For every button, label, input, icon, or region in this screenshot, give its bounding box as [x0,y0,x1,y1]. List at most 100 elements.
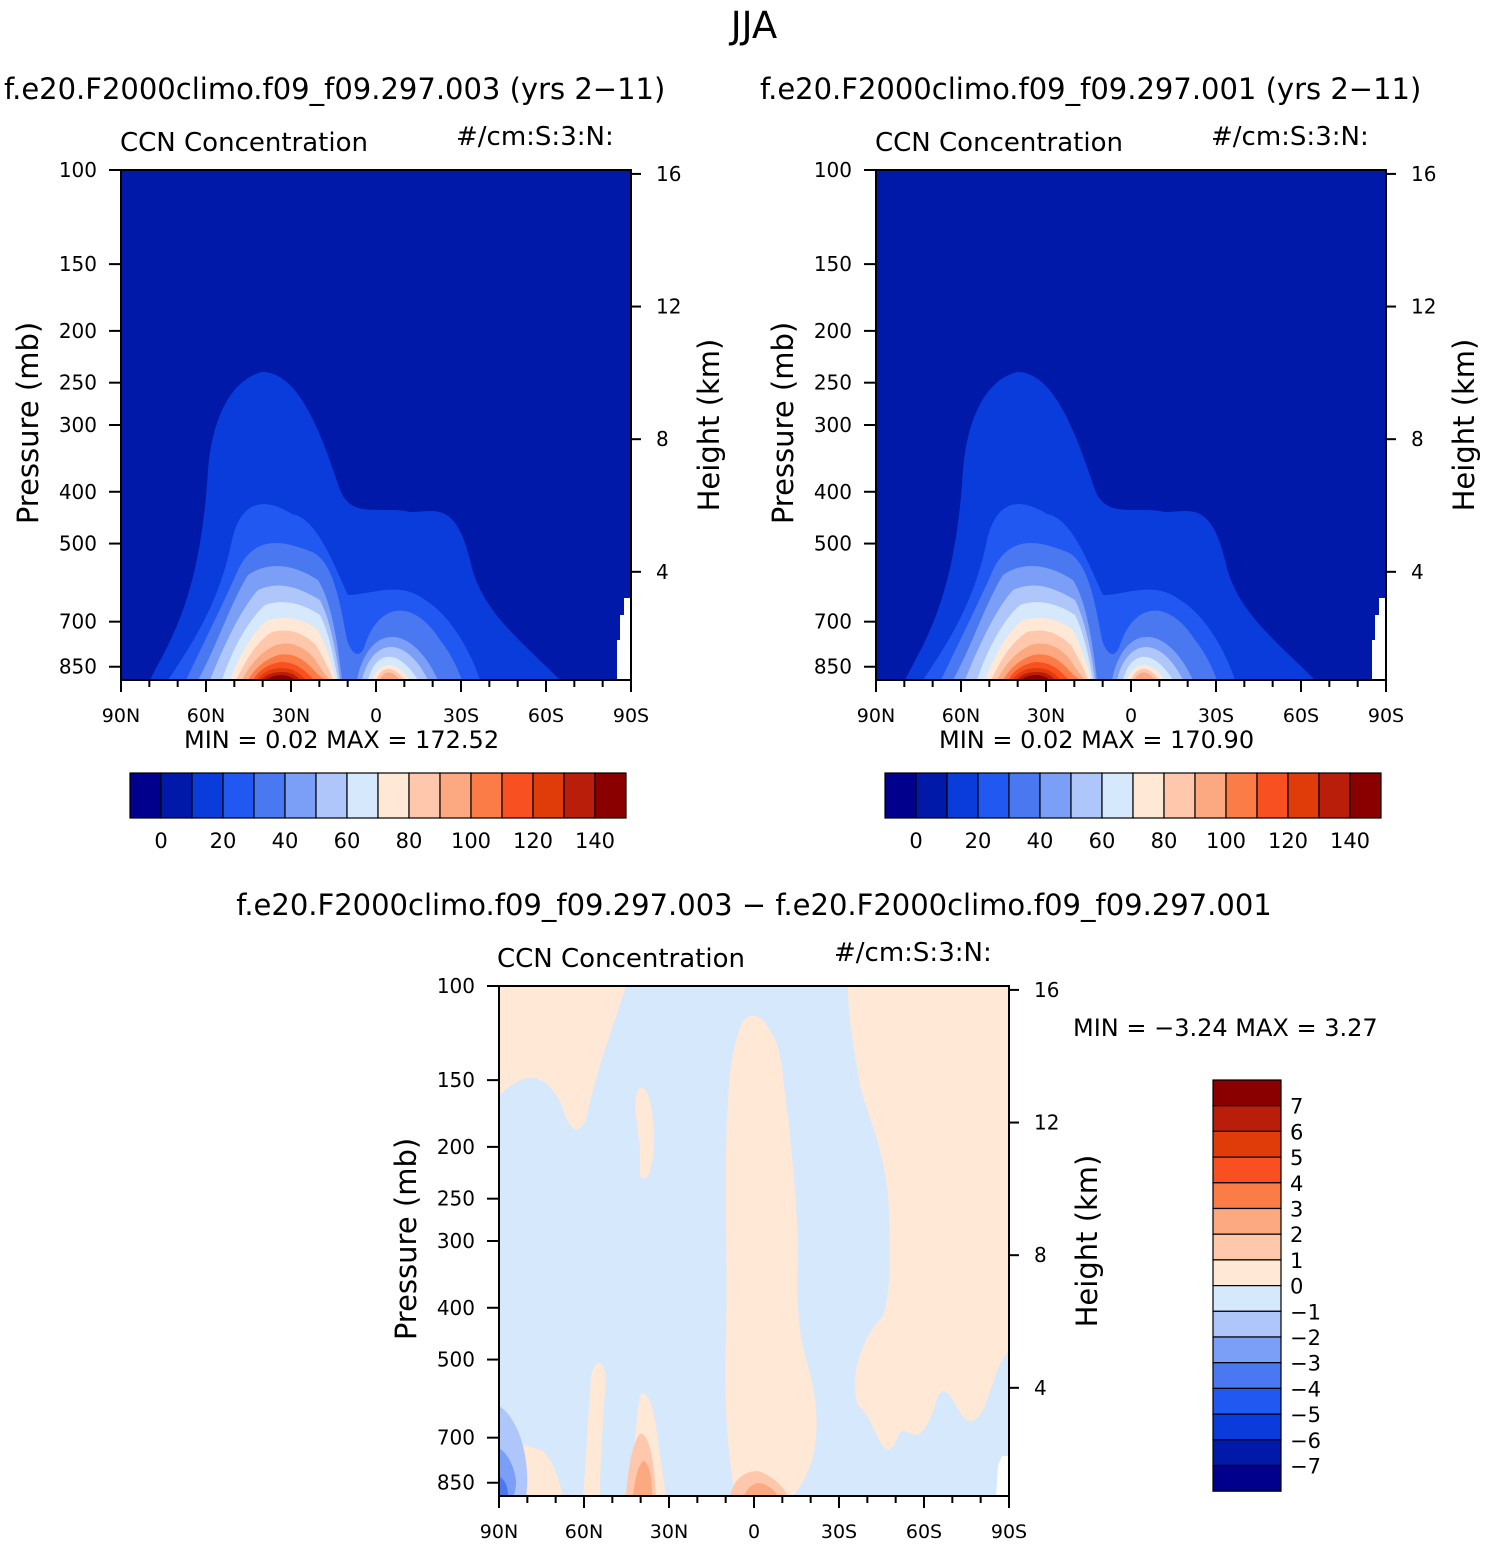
colorbar-swatch [1225,772,1258,819]
colorbar-swatch [1070,772,1103,819]
pressure-tick-label: 700 [437,1426,475,1450]
pressure-tick-label: 200 [814,319,852,343]
y-axis-label: Pressure (mb) [11,322,45,524]
y2-axis-label: Height (km) [1070,1155,1104,1328]
colorbar-label: 140 [575,829,615,853]
pressure-tick-label: 150 [437,1068,475,1092]
missing-data-region [996,1456,1009,1496]
pressure-tick-label: 250 [814,371,852,395]
colorbar-swatch [1212,1336,1282,1364]
contour-region [725,1015,817,1496]
lat-tick-label: 60S [528,705,564,727]
colorbar-swatch [946,772,979,819]
lat-tick-label: 90S [613,705,649,727]
colorbar-label: 60 [334,829,361,853]
figure-title: JJA [730,4,778,47]
colorbar-swatch [439,772,472,819]
height-tick-label: 4 [1034,1376,1047,1400]
height-tick-label: 8 [1034,1243,1047,1267]
colorbar-label: 40 [272,829,299,853]
colorbar-label: −5 [1290,1403,1321,1427]
colorbar-swatch [1008,772,1041,819]
colorbar-swatch [1039,772,1072,819]
colorbar-swatch [1101,772,1134,819]
colorbar-label: 0 [909,829,922,853]
colorbar-swatch [1212,1079,1282,1107]
lat-tick-label: 60N [942,705,980,727]
height-tick-label: 4 [1411,560,1424,584]
colorbar-swatch [884,772,917,819]
colorbar-b: 0 20 40 60 80 100 120 140 [884,772,1382,853]
pressure-tick-label: 100 [59,158,97,182]
colorbar-label: 20 [210,829,237,853]
pressure-tick-label: 250 [437,1187,475,1211]
colorbar-swatch [1212,1182,1282,1210]
colorbar-label: 0 [154,829,167,853]
colorbar-swatch [253,772,286,819]
colorbar-swatch [1212,1259,1282,1287]
colorbar-swatch [408,772,441,819]
colorbar-label: −4 [1290,1377,1321,1401]
colorbar-label: 0 [1290,1275,1303,1299]
height-tick-label: 12 [1034,1111,1059,1135]
lat-tick-label: 90N [102,705,140,727]
colorbar-label: 120 [1268,829,1308,853]
height-tick-label: 16 [1034,978,1059,1002]
panel-b-axes: 100 150 200 250 300 400 500 700 850 16 12 8 4 90N 60N 3… [766,158,1481,727]
lat-tick-label: 30N [650,1521,688,1543]
lat-tick-label: 60S [1283,705,1319,727]
colorbar-swatch [1212,1105,1282,1133]
colorbar-swatch [160,772,193,819]
panel-b-plot: 100 150 200 250 300 400 500 700 850 16 12 8 4 90N 60N 3… [766,158,1481,727]
colorbar-swatch [222,772,255,819]
pressure-tick-label: 100 [814,158,852,182]
lat-tick-label: 30S [1198,705,1234,727]
lat-tick-label: 90S [1368,705,1404,727]
colorbar-a: 0 20 40 60 80 100 120 140 [129,772,627,853]
pressure-tick-label: 300 [814,413,852,437]
panel-a-units: #/cm:S:3:N: [456,122,614,152]
colorbar-label: 80 [396,829,423,853]
y2-axis-label: Height (km) [1447,339,1481,512]
panel-a-axes: 100 150 200 250 300 400 500 700 850 16 12 8 4 90N 60N 3… [11,158,726,727]
pressure-tick-label: 250 [59,371,97,395]
colorbar-swatch [1212,1310,1282,1338]
height-tick-label: 8 [1411,427,1424,451]
colorbar-swatch [1194,772,1227,819]
colorbar-label: 140 [1330,829,1370,853]
lat-tick-label: 0 [370,705,382,727]
panel-b-variable: CCN Concentration [875,128,1123,158]
missing-data-region [1372,598,1386,680]
colorbar-label: 4 [1290,1172,1303,1196]
colorbar-swatch [1212,1233,1282,1261]
panel-b-units: #/cm:S:3:N: [1211,122,1369,152]
colorbar-swatch [346,772,379,819]
colorbar-swatch [1212,1387,1282,1415]
lat-tick-label: 60N [565,1521,603,1543]
colorbar-label: −1 [1290,1300,1321,1324]
pressure-tick-label: 100 [437,974,475,998]
colorbar-swatch [1287,772,1320,819]
colorbar-label: −7 [1290,1455,1321,1479]
panel-a-plot: 100 150 200 250 300 400 500 700 850 16 12 8 4 90N 60N 3… [11,158,726,727]
colorbar-swatch [1318,772,1351,819]
height-tick-label: 12 [1411,295,1436,319]
lat-tick-label: 0 [1125,705,1137,727]
colorbar-swatch [1132,772,1165,819]
panel-a-minmax: MIN = 0.02 MAX = 172.52 [184,726,500,754]
lat-tick-label: 30N [272,705,310,727]
diff-panel-title: f.e20.F2000climo.f09_f09.297.003 − f.e20… [236,888,1272,922]
diff-panel-units: #/cm:S:3:N: [834,938,992,968]
diff-panel-plot: 100 150 200 250 300 400 500 700 850 16 12 8 4 90N 60N 3… [389,974,1104,1543]
colorbar-label: 3 [1290,1198,1303,1222]
pressure-tick-label: 850 [437,1471,475,1495]
pressure-tick-label: 150 [59,252,97,276]
lat-tick-label: 90S [991,1521,1027,1543]
contour-region [583,1362,606,1496]
lat-tick-label: 90N [857,705,895,727]
colorbar-label: 60 [1089,829,1116,853]
pressure-tick-label: 850 [814,655,852,679]
pressure-tick-label: 700 [814,610,852,634]
colorbar-swatch [1212,1207,1282,1235]
